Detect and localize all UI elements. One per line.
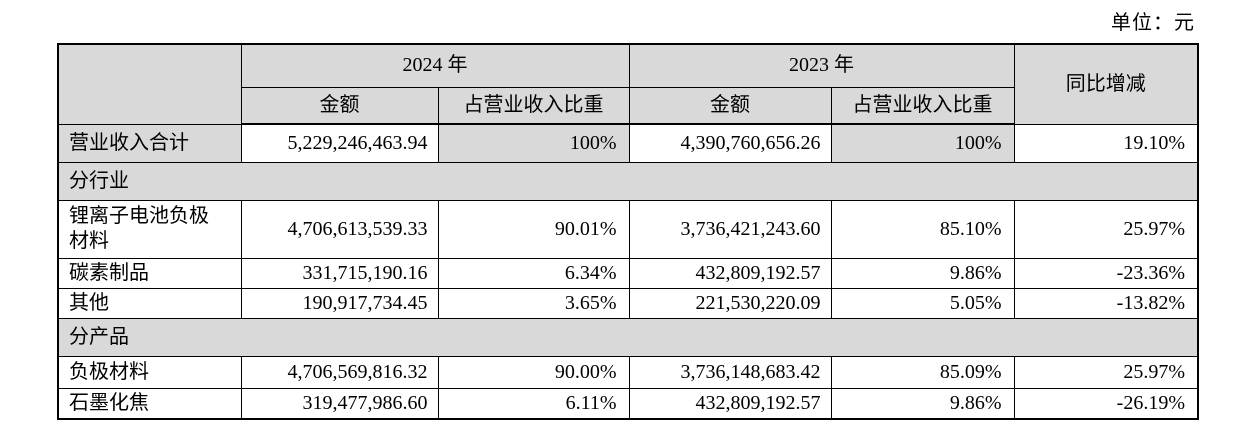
section-label: 分产品 <box>57 317 1199 357</box>
col-header-yoy: 同比增减 <box>1013 43 1199 125</box>
pct-2024: 100% <box>437 123 630 163</box>
pct-2024: 90.01% <box>437 199 630 259</box>
table-row: 锂离子电池负极材料 4,706,613,539.33 90.01% 3,736,… <box>57 199 1199 259</box>
table-row-total: 营业收入合计 5,229,246,463.94 100% 4,390,760,6… <box>57 123 1199 163</box>
row-label: 其他 <box>57 287 242 319</box>
table-row: 石墨化焦 319,477,986.60 6.11% 432,809,192.57… <box>57 387 1199 419</box>
pct-2024: 6.34% <box>437 257 630 289</box>
pct-2023: 9.86% <box>830 257 1015 289</box>
yoy-value: 19.10% <box>1013 123 1199 163</box>
amount-2023: 3,736,148,683.42 <box>628 355 832 389</box>
yoy-value: -23.36% <box>1013 257 1199 289</box>
col-header-pct-2023: 占营业收入比重 <box>830 86 1015 125</box>
section-row-by-product: 分产品 <box>57 317 1199 357</box>
pct-2024: 3.65% <box>437 287 630 319</box>
amount-2023: 432,809,192.57 <box>628 257 832 289</box>
yoy-value: -26.19% <box>1013 387 1199 419</box>
pct-2024: 90.00% <box>437 355 630 389</box>
amount-2024: 319,477,986.60 <box>240 387 439 419</box>
yoy-value: 25.97% <box>1013 355 1199 389</box>
table-row: 其他 190,917,734.45 3.65% 221,530,220.09 5… <box>57 287 1199 319</box>
revenue-table: 2024 年 2023 年 同比增减 金额 占营业收入比重 金额 占营业收入比重… <box>57 43 1199 420</box>
amount-2024: 331,715,190.16 <box>240 257 439 289</box>
pct-2024: 6.11% <box>437 387 630 419</box>
pct-2023: 85.09% <box>830 355 1015 389</box>
row-label: 负极材料 <box>57 355 242 389</box>
pct-2023: 9.86% <box>830 387 1015 419</box>
amount-2023: 221,530,220.09 <box>628 287 832 319</box>
amount-2023: 432,809,192.57 <box>628 387 832 419</box>
amount-2024: 4,706,569,816.32 <box>240 355 439 389</box>
document-page: 单位：元 2024 年 2023 年 同比增减 金额 占营业收入比重 金额 占营… <box>57 0 1199 420</box>
corner-empty-cell <box>57 43 242 125</box>
amount-2023: 4,390,760,656.26 <box>628 123 832 163</box>
amount-2024: 190,917,734.45 <box>240 287 439 319</box>
col-header-year-2024: 2024 年 <box>240 43 630 88</box>
row-label: 石墨化焦 <box>57 387 242 419</box>
table-row: 负极材料 4,706,569,816.32 90.00% 3,736,148,6… <box>57 355 1199 389</box>
row-label: 碳素制品 <box>57 257 242 289</box>
section-label: 分行业 <box>57 161 1199 201</box>
pct-2023: 85.10% <box>830 199 1015 259</box>
amount-2024: 5,229,246,463.94 <box>240 123 439 163</box>
pct-2023: 5.05% <box>830 287 1015 319</box>
unit-label: 单位：元 <box>1111 12 1195 34</box>
col-header-amount-2024: 金额 <box>240 86 439 125</box>
row-label: 营业收入合计 <box>57 123 242 163</box>
yoy-value: 25.97% <box>1013 199 1199 259</box>
col-header-pct-2024: 占营业收入比重 <box>437 86 630 125</box>
section-row-by-industry: 分行业 <box>57 161 1199 201</box>
yoy-value: -13.82% <box>1013 287 1199 319</box>
pct-2023: 100% <box>830 123 1015 163</box>
col-header-year-2023: 2023 年 <box>628 43 1015 88</box>
amount-2023: 3,736,421,243.60 <box>628 199 832 259</box>
table-row: 碳素制品 331,715,190.16 6.34% 432,809,192.57… <box>57 257 1199 289</box>
row-label: 锂离子电池负极材料 <box>57 199 242 259</box>
amount-2024: 4,706,613,539.33 <box>240 199 439 259</box>
col-header-amount-2023: 金额 <box>628 86 832 125</box>
